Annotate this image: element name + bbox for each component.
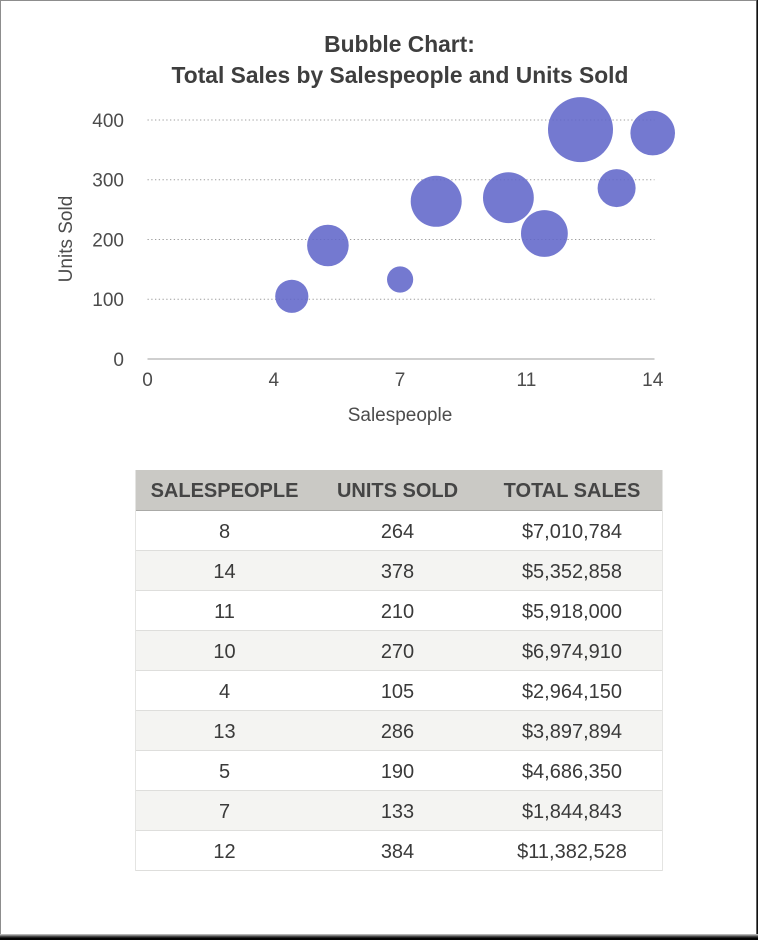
svg-text:4: 4 [269, 370, 280, 391]
svg-text:400: 400 [92, 111, 124, 132]
svg-text:300: 300 [92, 171, 124, 192]
svg-text:7: 7 [395, 370, 406, 391]
svg-text:100: 100 [92, 290, 124, 311]
svg-text:14: 14 [642, 370, 664, 391]
svg-text:200: 200 [92, 230, 124, 251]
svg-text:Units Sold: Units Sold [56, 196, 77, 283]
svg-text:Salespeople: Salespeople [348, 405, 453, 426]
svg-text:0: 0 [142, 370, 153, 391]
svg-text:Total Sales by Salespeople and: Total Sales by Salespeople and Units Sol… [172, 62, 629, 88]
svg-text:Bubble Chart:: Bubble Chart: [324, 31, 475, 57]
svg-text:0: 0 [113, 350, 124, 371]
svg-text:11: 11 [517, 370, 537, 391]
